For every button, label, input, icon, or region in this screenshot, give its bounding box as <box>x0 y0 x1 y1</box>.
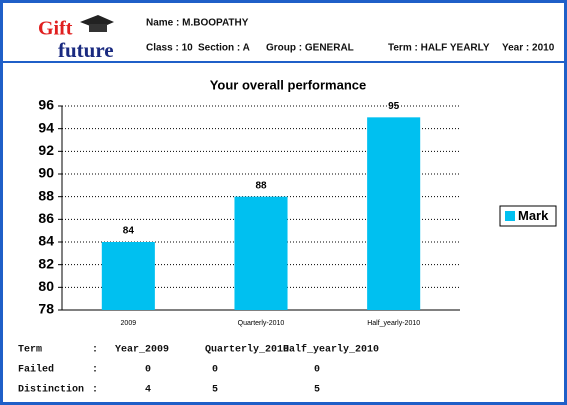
chart-title: Your overall performance <box>210 77 367 92</box>
student-name: Name : M.BOOPATHY <box>146 18 249 29</box>
table-cell: 0 <box>145 365 151 376</box>
section: Section : A <box>198 43 250 54</box>
bar <box>101 242 155 310</box>
legend-label: Mark <box>518 208 549 223</box>
x-tick-label: Half_yearly-2010 <box>367 320 420 327</box>
y-tick-label: 96 <box>38 97 54 113</box>
term: Term : HALF YEARLY <box>388 43 490 54</box>
table-cell: 5 <box>314 385 320 396</box>
table-cell: : <box>92 345 98 356</box>
table-cell: Distinction <box>18 384 84 396</box>
bar <box>234 196 288 310</box>
table-cell: 4 <box>145 385 151 396</box>
table-cell: Half_yearly_2010 <box>283 344 379 356</box>
y-tick-label: 80 <box>38 278 54 294</box>
group: Group : GENERAL <box>266 43 354 54</box>
chart: 78 80 82 84 86 88 90 92 94 96 2009 84 Quarterly-2010… <box>38 97 557 327</box>
year: Year : 2010 <box>502 43 555 54</box>
y-tick-label: 84 <box>38 233 54 249</box>
y-tick-label: 86 <box>38 210 54 226</box>
x-tick-label: Quarterly-2010 <box>238 320 285 327</box>
table-cell: 5 <box>212 385 218 396</box>
table-cell: 0 <box>212 365 218 376</box>
table-cell: Term <box>18 345 42 356</box>
table-cell: : <box>92 385 98 396</box>
data-label: 88 <box>255 180 267 191</box>
table-cell: Year_2009 <box>115 345 169 356</box>
logo-bottom: future <box>58 38 114 62</box>
y-tick-label: 88 <box>38 187 54 203</box>
bar <box>367 117 421 310</box>
y-tick-label: 82 <box>38 255 54 271</box>
data-label: 95 <box>388 101 400 112</box>
y-tick-label: 92 <box>38 142 54 158</box>
y-tick-label: 94 <box>38 119 54 135</box>
summary-table: Term: Year_2009 Quarterly_2010Half_yearly_… <box>18 344 379 396</box>
y-tick-label: 78 <box>38 301 54 317</box>
y-tick-label: 90 <box>38 165 54 181</box>
class: Class : 10 <box>146 43 193 54</box>
table-cell: 0 <box>314 365 320 376</box>
table-cell: Failed <box>18 364 54 376</box>
table-cell: Quarterly_2010 <box>205 344 289 356</box>
cap-base <box>89 24 107 32</box>
logo: Gift future <box>38 15 114 62</box>
data-label: 84 <box>123 226 135 237</box>
legend-swatch <box>505 211 515 221</box>
table-cell: : <box>92 365 98 376</box>
x-tick-label: 2009 <box>121 320 137 327</box>
logo-top: Gift <box>38 18 73 40</box>
